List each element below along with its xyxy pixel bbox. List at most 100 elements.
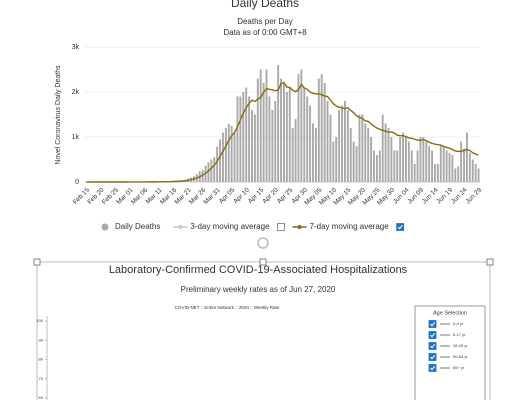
- resize-icon[interactable]: [257, 237, 269, 249]
- bar: [387, 128, 390, 182]
- bar: [230, 125, 233, 182]
- checkbox[interactable]: [428, 331, 437, 339]
- checkbox[interactable]: [428, 364, 437, 372]
- bar: [314, 128, 317, 182]
- bar: [262, 83, 265, 182]
- bar: [213, 157, 216, 182]
- bar: [410, 150, 413, 182]
- bar: [370, 137, 373, 182]
- bar: [291, 128, 294, 182]
- bar: [436, 164, 439, 182]
- bar: [271, 110, 274, 182]
- checkbox[interactable]: [428, 353, 437, 361]
- frame-handles[interactable]: [33, 258, 494, 266]
- bar: [320, 74, 323, 182]
- x-tick-label: Jun 29: [464, 186, 483, 205]
- checkmark[interactable]: [430, 365, 436, 371]
- bar: [471, 159, 474, 182]
- chart-subtitle: Preliminary weekly rates as of Jun 27, 2…: [181, 285, 336, 294]
- bar: [253, 114, 256, 182]
- legend-symbol[interactable]: [101, 223, 109, 231]
- bar: [396, 150, 399, 182]
- bar: [222, 132, 224, 182]
- legend-label[interactable]: 3-day moving average: [190, 222, 270, 231]
- bar: [367, 128, 370, 182]
- y-tick-label: 1k: [72, 134, 80, 141]
- bar: [434, 164, 436, 182]
- checkmark[interactable]: [430, 321, 436, 327]
- bar: [274, 101, 277, 182]
- bar: [399, 137, 402, 182]
- legend-symbol[interactable]: [178, 225, 183, 229]
- bar: [233, 132, 236, 182]
- legend-box: [414, 305, 486, 400]
- y-tick-label: 100: [36, 318, 43, 323]
- bar: [378, 150, 381, 182]
- checkbox[interactable]: [396, 223, 405, 231]
- legend-label[interactable]: Daily Deaths: [115, 222, 160, 231]
- checkbox[interactable]: [277, 223, 285, 231]
- chart-note: Data as of 0:00 GMT+8: [223, 28, 307, 37]
- checkmark[interactable]: [397, 224, 403, 230]
- legend-symbol[interactable]: [297, 225, 302, 229]
- bar: [358, 114, 361, 182]
- bar: [312, 123, 314, 182]
- y-tick-label: 80: [39, 357, 44, 362]
- legend-label[interactable]: 50-64 yr: [453, 354, 468, 359]
- checkbox[interactable]: [428, 342, 437, 350]
- bar: [341, 105, 343, 182]
- legend-label[interactable]: 5-17 yr: [453, 332, 466, 337]
- bar: [468, 152, 471, 182]
- chart-subtitle: Deaths per Day: [237, 17, 293, 26]
- legend-label[interactable]: 0-4 yr: [453, 321, 464, 326]
- bar: [445, 150, 448, 182]
- bar: [442, 146, 445, 182]
- checkmark[interactable]: [430, 354, 436, 360]
- bar: [416, 150, 419, 182]
- bar: [277, 65, 280, 182]
- bar: [384, 123, 387, 182]
- bar: [454, 168, 457, 182]
- y-tick-label: 0: [75, 179, 79, 186]
- chart-title: Laboratory-Confirmed COVID-19-Associated…: [109, 264, 408, 276]
- bar: [227, 123, 230, 182]
- bar: [268, 96, 271, 182]
- legend-label[interactable]: 18-49 yr: [453, 343, 468, 348]
- bar: [335, 137, 338, 182]
- checkmark[interactable]: [430, 343, 436, 349]
- legend-label[interactable]: 7-day moving average: [310, 222, 390, 231]
- bar: [236, 96, 239, 182]
- bar: [393, 150, 396, 182]
- y-tick-label: 70: [39, 376, 44, 381]
- bar: [326, 101, 329, 182]
- bar: [210, 159, 213, 182]
- legend-title: Age Selection: [433, 310, 467, 316]
- checkmark[interactable]: [430, 332, 436, 338]
- bar: [457, 166, 460, 182]
- bar: [323, 83, 326, 182]
- bar: [390, 137, 393, 182]
- bar: [448, 152, 451, 182]
- bar: [474, 164, 477, 182]
- legend-label[interactable]: 65+ yr: [453, 365, 465, 370]
- bar: [294, 119, 297, 182]
- bar: [425, 141, 428, 182]
- checkbox[interactable]: [428, 320, 437, 328]
- chart-title: Daily Deaths: [231, 0, 299, 10]
- bar: [329, 114, 332, 182]
- bar: [419, 137, 422, 182]
- bar: [303, 87, 306, 182]
- bar: [422, 137, 425, 182]
- bar: [460, 141, 463, 182]
- bar: [402, 132, 404, 182]
- bar: [349, 128, 352, 182]
- bar: [375, 155, 378, 182]
- bar: [413, 164, 416, 182]
- bar: [431, 150, 434, 182]
- bar: [256, 78, 259, 182]
- bar: [428, 146, 431, 182]
- y-tick-label: 2k: [72, 89, 80, 96]
- bar: [283, 83, 285, 182]
